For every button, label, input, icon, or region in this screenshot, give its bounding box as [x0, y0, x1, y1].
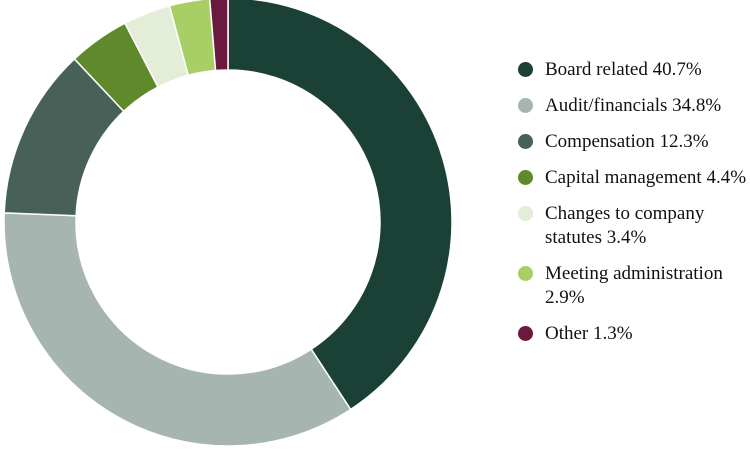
- legend-swatch: [518, 266, 533, 281]
- legend-item: Capital management 4.4%: [518, 166, 750, 190]
- legend-swatch: [518, 206, 533, 221]
- legend-label: Board related 40.7%: [545, 59, 702, 80]
- legend-label: Audit/financials 34.8%: [545, 95, 722, 116]
- legend-label: Compensation 12.3%: [545, 131, 709, 152]
- legend-swatch: [518, 62, 533, 77]
- donut-slice-other: [209, 0, 229, 72]
- legend-item: Audit/financials 34.8%: [518, 94, 750, 118]
- legend-item: Changes to company statutes 3.4%: [518, 202, 750, 250]
- legend-label: Capital management 4.4%: [545, 167, 747, 188]
- legend-swatch: [518, 170, 533, 185]
- chart-legend: Board related 40.7% Audit/financials 34.8…: [518, 58, 750, 358]
- legend-label: Meeting administration 2.9%: [545, 263, 723, 308]
- legend-item: Meeting administration 2.9%: [518, 262, 750, 310]
- legend-swatch: [518, 98, 533, 113]
- legend-item: Compensation 12.3%: [518, 130, 750, 154]
- legend-label: Changes to company statutes 3.4%: [545, 203, 705, 248]
- legend-item: Board related 40.7%: [518, 58, 750, 82]
- legend-swatch: [518, 326, 533, 341]
- legend-swatch: [518, 134, 533, 149]
- legend-item: Other 1.3%: [518, 322, 750, 346]
- donut-slice-board-related: [227, 0, 453, 411]
- legend-label: Other 1.3%: [545, 323, 633, 344]
- donut-slice-audit-financials: [3, 212, 352, 447]
